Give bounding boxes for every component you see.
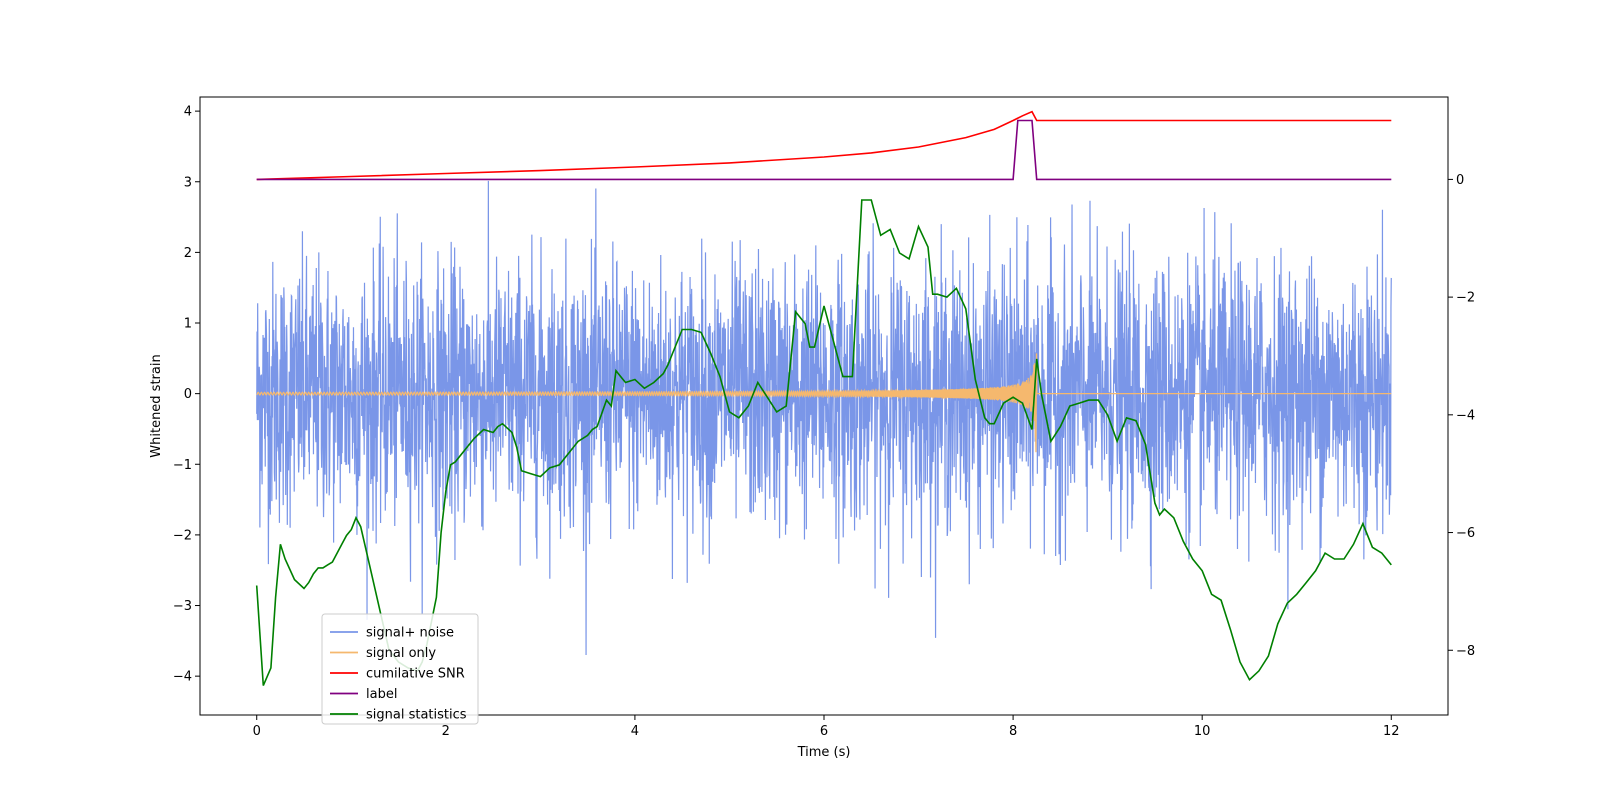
x-axis-label: Time (s): [797, 745, 851, 760]
y2-tick-label: −8: [1456, 644, 1475, 659]
legend-label: signal+ noise: [366, 626, 454, 641]
legend-label: cumilative SNR: [366, 667, 465, 682]
x-tick-label: 8: [1009, 724, 1017, 739]
legend-label: signal statistics: [366, 708, 467, 723]
y-tick-label: −1: [173, 458, 192, 473]
series-signal-only-line: [256, 353, 1392, 453]
y2-tick-label: −2: [1456, 291, 1475, 306]
legend-label: label: [366, 687, 397, 702]
y2-tick-label: −4: [1456, 408, 1475, 423]
y-tick-label: 3: [184, 175, 192, 190]
y-axis-left: −4 −3 −2 −1 0 1 2 3 4: [173, 105, 200, 685]
x-tick-label: 6: [820, 724, 828, 739]
series-label-line: [256, 119, 1392, 181]
y2-tick-label: 0: [1456, 173, 1464, 188]
series-signal-plus-noise-line: [256, 180, 1392, 655]
legend-box: [321, 613, 479, 725]
y-tick-label: −3: [173, 599, 192, 614]
x-tick-label: 10: [1194, 724, 1211, 739]
x-tick-label: 2: [442, 724, 450, 739]
y2-tick-label: −6: [1456, 526, 1475, 541]
y-tick-label: −2: [173, 528, 192, 543]
y-tick-label: 4: [184, 105, 192, 120]
x-tick-label: 0: [253, 724, 261, 739]
y-axis-right: −8 −6 −4 −2 0: [1448, 173, 1475, 659]
y-tick-label: 1: [184, 317, 192, 332]
legend-label: signal only: [366, 646, 436, 661]
y-tick-label: 0: [184, 387, 192, 402]
x-tick-label: 4: [631, 724, 639, 739]
legend: signal+ noise signal only cumilative SNR la…: [321, 613, 479, 725]
x-tick-label: 12: [1383, 724, 1400, 739]
series-cumulative-snr-line: [256, 110, 1392, 181]
y-tick-label: −4: [173, 670, 192, 685]
y-tick-label: 2: [184, 246, 192, 261]
y-axis-label: Whitened strain: [149, 354, 164, 457]
